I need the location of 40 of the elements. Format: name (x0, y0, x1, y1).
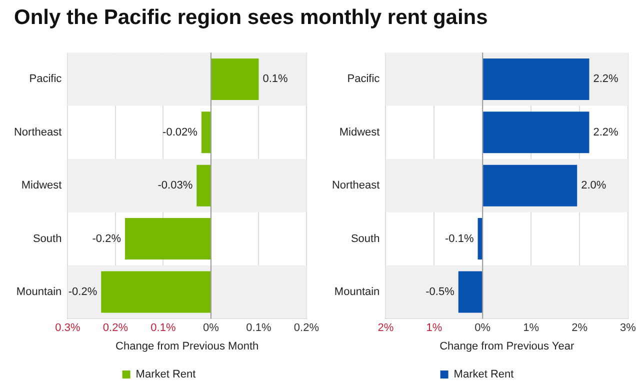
x-tick-label: 1% (426, 322, 442, 334)
x-tick-label: 0% (474, 322, 491, 334)
legend-label: Market Rent (136, 368, 196, 381)
legend-label: Market Rent (454, 368, 514, 381)
data-label: -0.1% (445, 232, 474, 245)
chart-title: Only the Pacific region sees monthly rent gains (13, 5, 489, 31)
x-axis-title: Change from Previous Month (116, 340, 259, 352)
bar (458, 271, 482, 313)
x-tick-label: 0% (203, 322, 220, 334)
y-tick-label: Midwest (21, 180, 62, 192)
data-label: 0.1% (262, 73, 288, 86)
y-tick-label: Northeast (14, 126, 62, 138)
y-tick-label: Northeast (332, 180, 380, 192)
y-tick-label: Mountain (16, 286, 62, 298)
bar (483, 112, 590, 154)
data-label: -0.03% (158, 180, 193, 192)
y-tick-label: Pacific (29, 73, 62, 86)
x-tick-label: 0.2% (294, 322, 320, 334)
x-tick-label: 0.2% (102, 322, 128, 334)
x-tick-label: 2% (572, 322, 588, 334)
data-label: 2.2% (593, 126, 619, 138)
y-tick-label: Pacific (347, 73, 380, 86)
data-label: -0.2% (68, 286, 98, 298)
y-tick-label: South (350, 232, 380, 245)
y-tick-label: Mountain (334, 286, 380, 298)
bar (478, 218, 482, 260)
x-tick-label: 0.1% (150, 322, 176, 334)
x-axis-title: Change from Previous Year (440, 340, 574, 352)
y-tick-label: South (32, 232, 62, 245)
data-label: 2.2% (593, 73, 619, 86)
data-label: -0.02% (162, 126, 198, 138)
y-tick-label: Midwest (339, 126, 380, 138)
x-tick-label: 1% (523, 322, 540, 334)
x-tick-label: 0.3% (55, 322, 80, 334)
data-label: 2.0% (581, 180, 606, 192)
data-label: -0.5% (426, 286, 455, 298)
x-tick-label: 2% (378, 322, 394, 334)
x-tick-label: 3% (620, 322, 636, 334)
data-label: -0.2% (92, 232, 122, 245)
x-tick-label: 0.1% (246, 322, 272, 334)
